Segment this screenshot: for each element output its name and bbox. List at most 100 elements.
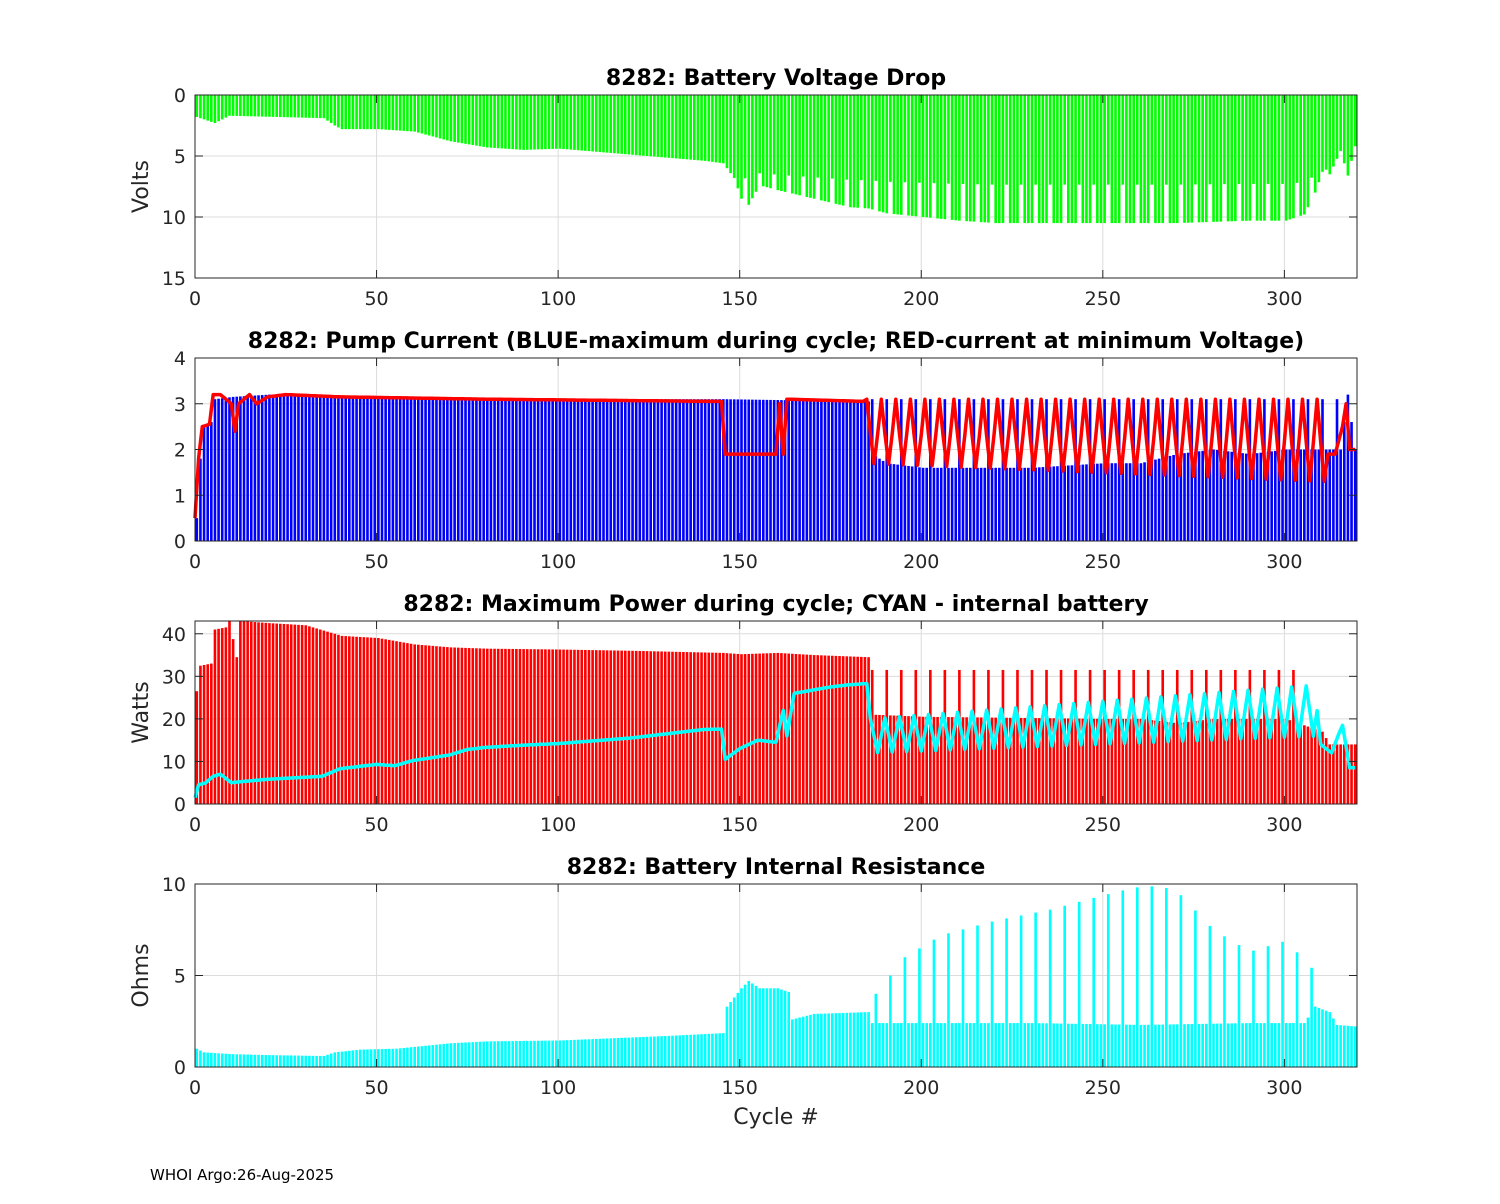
bar <box>1030 669 1034 804</box>
bar <box>841 401 845 541</box>
bar <box>358 396 362 541</box>
bar <box>475 398 478 541</box>
bar <box>438 1044 442 1067</box>
bar <box>333 633 337 804</box>
bar <box>863 1012 867 1067</box>
bar <box>1154 1024 1157 1067</box>
bar <box>322 630 326 804</box>
bar <box>958 399 961 541</box>
bar <box>1342 1025 1346 1067</box>
bar <box>271 1055 275 1067</box>
bar <box>1197 95 1201 223</box>
bar <box>820 95 823 201</box>
bar <box>776 400 780 541</box>
bar <box>558 399 562 541</box>
bar <box>1204 95 1208 223</box>
bar <box>1041 95 1045 224</box>
bar <box>1085 464 1088 541</box>
bar <box>1023 467 1027 541</box>
bar <box>424 645 427 804</box>
x-tick-label: 50 <box>364 288 388 310</box>
bar <box>467 95 471 145</box>
bar <box>467 648 471 804</box>
bar <box>562 649 565 804</box>
bar <box>478 648 482 804</box>
bar <box>605 95 609 153</box>
bar <box>311 395 315 541</box>
bar <box>1281 449 1284 541</box>
bar <box>246 621 249 804</box>
bar <box>413 1046 416 1067</box>
bar <box>1288 1023 1292 1067</box>
bar <box>645 95 649 156</box>
x-tick-label: 0 <box>189 1077 201 1099</box>
bar <box>217 1053 220 1067</box>
bar <box>224 397 228 541</box>
bar <box>1059 1023 1063 1067</box>
bar <box>547 95 551 150</box>
bar <box>562 1040 565 1067</box>
bar <box>703 95 707 161</box>
bar <box>725 399 729 541</box>
bar <box>623 95 627 155</box>
bar <box>649 399 653 541</box>
bar <box>758 399 761 541</box>
bar <box>772 399 776 541</box>
bar <box>925 95 928 218</box>
bar <box>798 400 801 541</box>
bar <box>355 1050 358 1067</box>
bar <box>547 1040 551 1067</box>
bar <box>500 95 504 149</box>
bar <box>809 1014 812 1067</box>
bar <box>609 95 613 153</box>
bar <box>1045 1023 1048 1067</box>
bar <box>493 95 496 148</box>
bar <box>1048 909 1052 1067</box>
bar <box>195 518 199 541</box>
bar <box>213 95 217 124</box>
x-tick-label: 100 <box>540 288 576 310</box>
bar <box>308 395 311 541</box>
bar <box>1299 449 1303 541</box>
bar <box>1067 465 1070 541</box>
bar <box>743 399 747 541</box>
bar <box>1201 95 1204 223</box>
bar <box>279 1055 282 1067</box>
bar <box>387 95 391 130</box>
bar <box>420 95 424 134</box>
bar <box>718 95 722 163</box>
x-tick-label: 0 <box>189 814 201 836</box>
bar <box>1067 718 1070 804</box>
bar <box>239 95 242 117</box>
x-tick-label: 100 <box>540 551 576 573</box>
bar <box>1172 722 1175 804</box>
line-series <box>193 681 1356 799</box>
bar <box>300 395 304 541</box>
bar <box>838 95 841 205</box>
bar <box>594 650 598 804</box>
bar <box>976 717 979 804</box>
bar <box>286 394 289 541</box>
bar <box>431 1045 435 1067</box>
bar <box>1310 449 1313 541</box>
bar <box>674 1035 678 1067</box>
bar <box>199 665 202 804</box>
bar <box>424 95 427 135</box>
bar <box>220 95 224 120</box>
bar <box>1157 95 1161 224</box>
bar <box>1335 399 1339 541</box>
bar <box>903 957 907 1067</box>
bar <box>297 95 300 118</box>
bar <box>242 1054 246 1067</box>
bar <box>907 1023 910 1067</box>
bar <box>1045 669 1048 804</box>
bar <box>1324 738 1328 804</box>
bar <box>406 643 409 804</box>
bar <box>1016 669 1019 804</box>
bar <box>849 401 852 541</box>
bar <box>507 398 511 541</box>
bar <box>856 95 860 208</box>
bar <box>1353 744 1357 804</box>
bar <box>765 988 769 1067</box>
bar <box>805 654 809 804</box>
